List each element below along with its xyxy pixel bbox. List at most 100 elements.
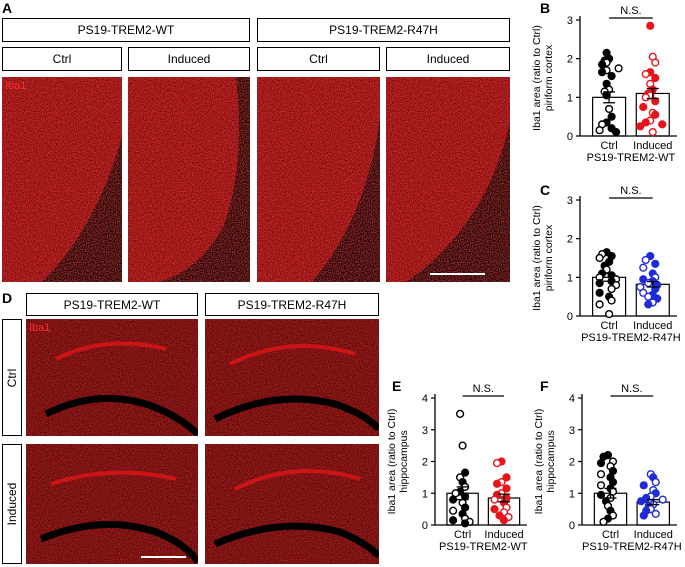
- data-point: [641, 70, 650, 79]
- data-point: [596, 490, 606, 499]
- micrograph-d-induced-r47h: [205, 444, 379, 564]
- x-category-label: Ctrl: [601, 140, 618, 152]
- data-point: [651, 58, 660, 67]
- data-point: [636, 122, 645, 131]
- panel-letter-a: A: [2, 0, 13, 16]
- panel-a-induced-r47h-label: Induced: [386, 47, 510, 71]
- data-point: [460, 468, 470, 477]
- y-axis-sublabel: hippocampus: [545, 430, 557, 492]
- data-point: [644, 300, 653, 309]
- data-point: [651, 73, 660, 83]
- panel-a-group-r47h-label: PS19-TREM2-R47H: [257, 18, 510, 42]
- data-point: [607, 284, 616, 294]
- data-point: [595, 300, 604, 309]
- y-tick-label: 0: [422, 520, 428, 532]
- micrograph-a-ctrl-r47h: [257, 77, 380, 282]
- x-category-label: Induced: [633, 320, 672, 332]
- data-point: [651, 259, 660, 268]
- y-tick-label: 3: [567, 15, 573, 27]
- data-point: [502, 484, 511, 493]
- micrograph-a-ctrl-wt: Iba1: [2, 77, 122, 282]
- x-group-label: PS19-TREM2-R47H: [582, 541, 682, 553]
- panel-d-group-r47h-label: PS19-TREM2-R47H: [205, 293, 379, 316]
- panel-d-group-wt-label: PS19-TREM2-WT: [26, 293, 198, 316]
- data-point: [495, 511, 504, 520]
- panel-a-induced-wt-label: Induced: [128, 47, 250, 71]
- data-point: [641, 93, 650, 102]
- data-point: [595, 288, 604, 297]
- y-axis-sublabel: hippocampus: [398, 430, 410, 492]
- significance-label: N.S.: [620, 5, 641, 17]
- panel-letter-f: F: [540, 378, 549, 394]
- data-point: [651, 509, 660, 518]
- panel-letter-c: C: [540, 182, 551, 198]
- y-axis-label: Iba1 area (ratio to Ctrl): [533, 409, 545, 515]
- y-axis-sublabel: piriform cortex: [543, 224, 555, 291]
- chart-e: Iba1 area (ratio to Ctrl) hippocampus 0 1 2 3…: [386, 383, 528, 553]
- significance-label: N.S.: [620, 185, 641, 197]
- data-point: [492, 479, 502, 488]
- scale-bar-a: [430, 273, 485, 275]
- x-category-label: Ctrl: [601, 320, 618, 332]
- data-point: [448, 516, 458, 525]
- x-group-label: PS19-TREM2-R47H: [581, 332, 681, 344]
- scale-bar-d: [141, 556, 186, 558]
- data-point: [458, 441, 467, 450]
- data-point: [651, 110, 660, 119]
- stain-label-iba1-a: Iba1: [5, 80, 27, 92]
- data-point: [492, 458, 502, 468]
- data-point: [595, 253, 604, 263]
- chart-b: Iba1 area (ratio to Ctrl) piriform cortex…: [531, 5, 677, 164]
- y-tick-label: 2: [569, 457, 575, 469]
- data-point: [636, 497, 646, 506]
- y-tick-label: 3: [567, 195, 573, 207]
- y-tick-label: 0: [567, 311, 573, 323]
- data-point: [597, 68, 607, 77]
- chart-f: Iba1 area (ratio to Ctrl) hippocampus 0 1 2 3…: [533, 383, 682, 553]
- micrograph-d-ctrl-r47h: [205, 319, 379, 436]
- panel-letter-b: B: [540, 0, 551, 16]
- panel-a-group-wt-label: PS19-TREM2-WT: [2, 18, 250, 42]
- data-point: [651, 97, 660, 106]
- x-group-label: PS19-TREM2-WT: [439, 541, 528, 553]
- y-tick-label: 0: [569, 520, 575, 532]
- significance-label: N.S.: [473, 383, 494, 395]
- data-point: [641, 255, 650, 265]
- y-tick-label: 3: [569, 425, 575, 437]
- stain-label-iba1-d: Iba1: [29, 322, 51, 334]
- data-point: [595, 279, 604, 288]
- data-point: [604, 104, 614, 114]
- micrograph-a-induced-wt: [128, 77, 250, 282]
- data-point: [644, 279, 653, 288]
- data-point: [597, 60, 607, 69]
- data-point: [607, 112, 616, 121]
- data-point: [490, 495, 499, 504]
- data-point: [499, 516, 509, 525]
- y-tick-label: 2: [422, 457, 428, 469]
- data-point: [599, 517, 608, 526]
- data-point: [448, 495, 458, 504]
- x-category-label: Induced: [484, 529, 523, 541]
- micrograph-d-induced-wt: [26, 444, 198, 564]
- data-point: [502, 473, 511, 482]
- y-axis-label: Iba1 area (ratio to Ctrl): [531, 25, 543, 131]
- data-point: [595, 126, 604, 135]
- panel-a-ctrl-wt-label: Ctrl: [2, 47, 122, 71]
- x-category-label: Ctrl: [454, 529, 471, 541]
- significance-label: N.S.: [621, 383, 642, 395]
- data-point: [604, 309, 614, 319]
- panel-letter-d: D: [2, 290, 13, 306]
- data-point: [658, 495, 667, 504]
- y-tick-label: 4: [422, 393, 428, 405]
- data-point: [596, 470, 606, 479]
- data-point: [646, 21, 655, 30]
- x-category-label: Induced: [633, 140, 672, 152]
- data-point: [639, 511, 648, 520]
- data-point: [648, 128, 657, 137]
- y-tick-label: 2: [567, 54, 573, 66]
- y-tick-label: 1: [567, 272, 573, 284]
- data-point: [448, 506, 458, 515]
- panel-a-ctrl-r47h-label: Ctrl: [257, 47, 380, 71]
- x-group-label: PS19-TREM2-WT: [587, 152, 676, 164]
- micrograph-a-induced-r47h: [386, 77, 510, 282]
